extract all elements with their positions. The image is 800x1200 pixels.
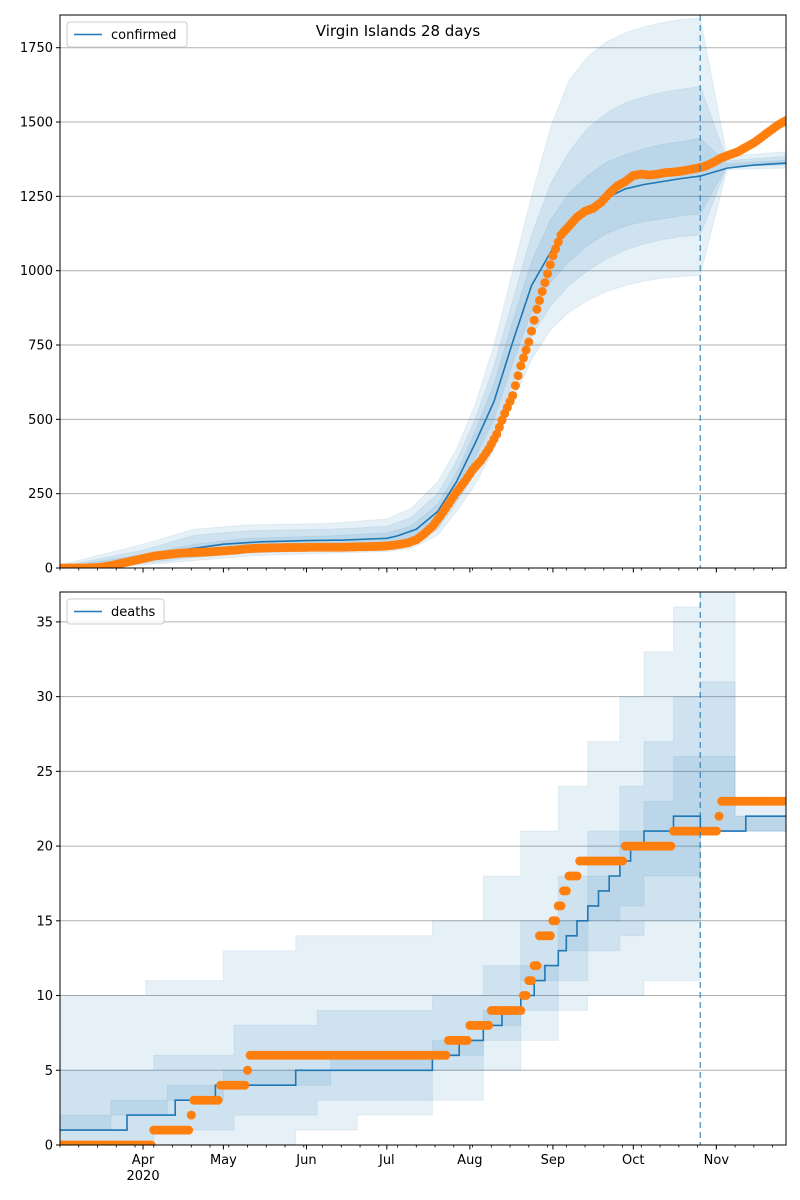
observed-point — [516, 361, 526, 371]
model-line — [60, 162, 786, 568]
observed-point — [146, 1140, 156, 1145]
ytick-label: 25 — [36, 765, 53, 780]
legend-box — [66, 21, 188, 48]
observed-point — [510, 381, 520, 391]
axes-frame — [59, 591, 787, 1146]
observed-point — [462, 1035, 472, 1045]
observed-point — [666, 841, 676, 851]
ytick-label: 750 — [28, 339, 53, 354]
observed-point — [556, 901, 566, 911]
legend-label: confirmed — [111, 28, 177, 43]
observed-point — [618, 856, 628, 866]
xtick-label: Jul — [378, 1153, 395, 1168]
axes-frame — [59, 14, 787, 569]
ytick-label: 1250 — [20, 190, 53, 205]
observed-point — [513, 371, 523, 381]
observed-points — [60, 796, 786, 1145]
xtick-label: Apr — [132, 1153, 155, 1168]
ytick-label: 1750 — [20, 41, 53, 56]
observed-point — [524, 337, 534, 347]
xtick-sublabel: 2020 — [127, 1169, 160, 1184]
observed-point — [484, 1020, 494, 1030]
ytick-label: 30 — [36, 690, 53, 705]
observed-point — [240, 1080, 250, 1090]
xtick-label: Nov — [704, 1153, 730, 1168]
observed-point — [527, 976, 536, 986]
observed-point — [545, 931, 555, 941]
ytick-label: 20 — [36, 840, 53, 855]
plot-area — [60, 592, 786, 1145]
ytick-label: 10 — [36, 989, 53, 1004]
observed-point — [545, 260, 555, 270]
observed-point — [537, 287, 547, 296]
ytick-label: 15 — [36, 914, 53, 929]
observed-point — [492, 429, 502, 439]
observed-point — [519, 353, 528, 363]
figure-title: Virgin Islands 28 days — [316, 22, 481, 40]
ytick-label: 250 — [28, 487, 53, 502]
observed-point — [781, 796, 786, 806]
observed-point — [186, 1110, 196, 1120]
observed-point — [714, 811, 724, 821]
xtick-label: May — [210, 1153, 237, 1168]
ytick-label: 1500 — [20, 116, 53, 131]
observed-point — [548, 251, 558, 261]
confirmed-panel: 0 250 500 750 1000 1250 1500 1750 confirmed — [20, 14, 787, 577]
ytick-label: 1000 — [20, 264, 53, 279]
observed-point — [551, 916, 561, 926]
observed-point — [516, 1006, 526, 1015]
legend: confirmed — [66, 21, 188, 48]
observed-point — [497, 415, 507, 425]
xtick-label: Aug — [457, 1153, 482, 1168]
legend-box — [66, 598, 165, 625]
observed-point — [572, 871, 582, 881]
observed-point — [711, 826, 721, 836]
observed-point — [243, 1065, 252, 1075]
observed-point — [521, 345, 531, 355]
observed-point — [532, 304, 542, 314]
legend: deaths — [66, 598, 165, 625]
band-outer — [60, 17, 786, 568]
observed-point — [535, 295, 544, 305]
ytick-label: 5 — [45, 1064, 53, 1079]
observed-point — [551, 244, 561, 254]
observed-point — [781, 116, 786, 125]
observed-point — [553, 237, 563, 247]
observed-point — [521, 991, 531, 1000]
observed-point — [543, 269, 553, 279]
observed-point — [441, 1050, 451, 1060]
observed-point — [494, 422, 504, 432]
observed-point — [529, 315, 539, 325]
plot-area — [60, 17, 786, 568]
xtick-label: Sep — [541, 1153, 566, 1168]
band-middle — [60, 681, 786, 1145]
ytick-label: 0 — [45, 562, 53, 577]
band-middle — [60, 85, 786, 568]
observed-point — [561, 886, 571, 896]
observed-point — [508, 391, 518, 401]
xtick-label: Jun — [295, 1153, 316, 1168]
xtick-label: Oct — [622, 1153, 644, 1168]
band-inner — [60, 755, 786, 1145]
observed-point — [540, 278, 550, 288]
observed-point — [532, 961, 542, 971]
observed-point — [213, 1095, 223, 1105]
ytick-label: 500 — [28, 413, 53, 428]
observed-points — [60, 116, 786, 568]
observed-point — [527, 326, 536, 336]
ytick-label: 0 — [45, 1139, 53, 1154]
legend-label: deaths — [111, 605, 156, 620]
ytick-label: 35 — [36, 615, 53, 630]
observed-point — [184, 1125, 194, 1135]
